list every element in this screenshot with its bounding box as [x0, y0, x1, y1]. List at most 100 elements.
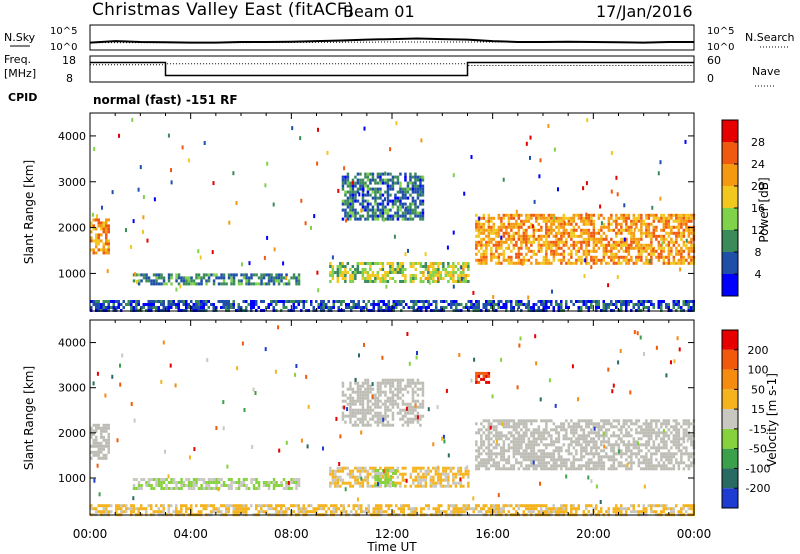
power-cell	[592, 228, 596, 232]
velocity-cell	[655, 425, 658, 429]
velocity-cell	[90, 444, 93, 448]
power-cell	[485, 306, 488, 309]
velocity-cell	[391, 466, 395, 470]
power-cell	[665, 306, 668, 309]
velocity-cell	[632, 452, 636, 456]
velocity-cell	[366, 405, 370, 409]
freq-tick-low: 8	[66, 72, 73, 85]
power-cell	[615, 219, 618, 223]
power-cell	[595, 255, 598, 259]
power-cell	[429, 262, 433, 265]
power-cell	[95, 251, 98, 255]
velocity-cell	[577, 422, 581, 426]
power-cell	[590, 303, 593, 306]
power-cell	[632, 234, 636, 238]
power-cell	[454, 280, 458, 283]
power-cell	[371, 178, 375, 182]
velocity-cell	[475, 443, 478, 447]
power-cell	[444, 271, 448, 274]
power-cell	[625, 249, 628, 253]
velocity-cell	[682, 467, 686, 471]
velocity-cell	[625, 434, 628, 438]
velocity-cell	[685, 452, 688, 456]
power-cell	[565, 303, 568, 306]
velocity-cell	[374, 475, 377, 478]
velocity-cell	[590, 428, 593, 432]
velocity-cell	[582, 464, 586, 468]
power-cell	[545, 255, 548, 259]
power-cell	[339, 268, 342, 271]
velocity-cell	[617, 437, 621, 441]
power-cell	[439, 271, 443, 274]
velocity-cell	[384, 411, 387, 415]
power-cell	[147, 306, 150, 309]
velocity-cell	[510, 434, 513, 438]
power-cell	[525, 219, 528, 223]
power-cell	[416, 205, 420, 209]
velocity-cell	[555, 446, 558, 450]
power-cell	[270, 276, 273, 280]
power-cell	[147, 279, 151, 283]
power-cell	[475, 306, 478, 309]
power-cell	[647, 222, 651, 226]
power-cell	[642, 303, 645, 306]
power-cell	[687, 252, 691, 256]
velocity-cell	[97, 453, 100, 457]
power-cell	[620, 216, 623, 220]
velocity-cell	[391, 396, 395, 400]
power-cell	[379, 178, 382, 182]
power-cell	[507, 225, 511, 229]
power-cell	[401, 271, 405, 274]
velocity-cell	[520, 422, 523, 426]
velocity-cell	[647, 428, 651, 432]
velocity-cell	[497, 461, 501, 465]
velocity-cell	[376, 469, 380, 472]
power-cell	[232, 303, 235, 306]
power-cell	[690, 228, 693, 232]
velocity-cell	[359, 393, 362, 397]
power-cell	[434, 268, 438, 271]
velocity-cell	[100, 450, 103, 454]
power-cell	[562, 231, 566, 235]
power-cell	[417, 262, 420, 265]
velocity-cell	[487, 425, 491, 429]
power-cell	[384, 274, 387, 277]
velocity-cell	[325, 504, 328, 508]
velocity-cell	[399, 408, 402, 412]
power-cell	[220, 306, 223, 309]
power-cell	[587, 261, 591, 265]
power-cell	[567, 246, 571, 250]
velocity-cell	[361, 393, 365, 397]
power-cell	[260, 300, 263, 303]
power-cell	[512, 213, 516, 217]
power-cell	[242, 276, 246, 280]
power-cell	[415, 303, 418, 306]
velocity-cell	[550, 452, 553, 456]
velocity-cell	[615, 443, 618, 447]
velocity-cell	[665, 431, 668, 435]
power-cell	[421, 193, 425, 197]
velocity-cell	[560, 461, 563, 465]
velocity-cell	[580, 428, 583, 432]
nsearch-label: N.Search	[745, 31, 795, 44]
power-cell	[565, 231, 568, 235]
velocity-cell	[356, 478, 360, 482]
power-cell	[555, 234, 558, 238]
power-cell	[429, 277, 433, 280]
power-colorbar-segment	[722, 252, 738, 274]
velocity-cell	[687, 464, 691, 468]
power-cell	[540, 246, 543, 250]
power-cell	[632, 303, 635, 306]
power-cell	[404, 277, 407, 280]
velocity-cell	[145, 507, 148, 511]
power-ytick-label: 3000	[58, 176, 86, 189]
power-cell	[515, 300, 518, 303]
power-cell	[627, 303, 630, 306]
velocity-cell	[454, 481, 458, 485]
power-cell	[595, 249, 598, 253]
power-cell	[97, 242, 100, 246]
velocity-cell	[672, 443, 676, 447]
power-cell	[515, 219, 518, 223]
velocity-cell	[515, 437, 518, 441]
velocity-cell	[580, 449, 583, 453]
